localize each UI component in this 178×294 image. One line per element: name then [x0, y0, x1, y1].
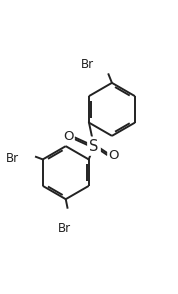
Text: Br: Br — [81, 58, 94, 71]
Text: Br: Br — [58, 222, 71, 235]
Text: O: O — [109, 149, 119, 162]
Text: S: S — [89, 139, 99, 154]
Text: Br: Br — [6, 152, 19, 165]
Text: O: O — [63, 130, 74, 143]
